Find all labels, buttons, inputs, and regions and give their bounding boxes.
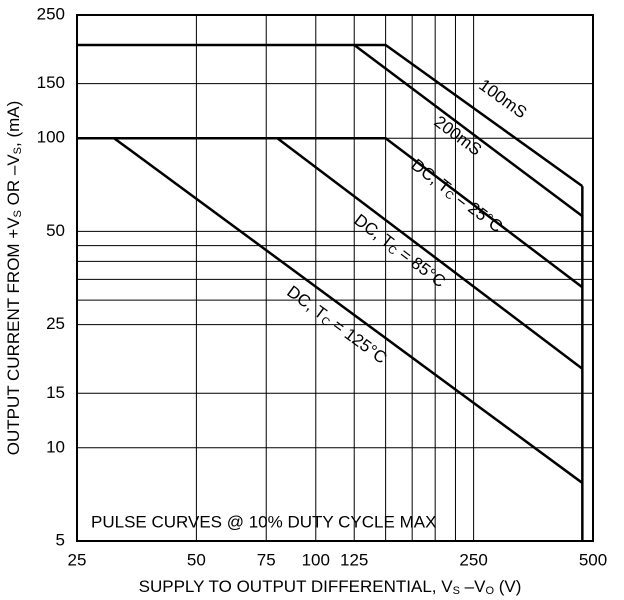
curve-label: DC, TC = 125°C	[283, 282, 390, 368]
y-axis-title: OUTPUT CURRENT FROM +VS OR –VS, (mA)	[4, 101, 23, 456]
curve	[77, 136, 584, 289]
subscript: S	[453, 585, 460, 597]
text-part: OUTPUT CURRENT FROM +V	[4, 217, 23, 456]
y-tick-label: 100	[37, 128, 65, 147]
x-axis-title: SUPPLY TO OUTPUT DIFFERENTIAL, VS –VO (V…	[139, 577, 522, 596]
subscript: S	[12, 210, 24, 217]
annotation: PULSE CURVES @ 10% DUTY CYCLE MAX	[91, 512, 436, 531]
curve	[77, 43, 584, 188]
text-part: OR –V	[4, 154, 23, 210]
curve	[353, 44, 584, 218]
text-part: SUPPLY TO OUTPUT DIFFERENTIAL, V	[139, 577, 454, 596]
y-tick-label: 25	[46, 314, 65, 333]
x-tick-label: 100	[302, 550, 330, 569]
curve	[276, 137, 584, 370]
x-tick-label: 125	[340, 550, 368, 569]
x-tick-label: 75	[257, 550, 276, 569]
y-tick-label: 15	[46, 383, 65, 402]
text-part: , (mA)	[4, 101, 23, 147]
y-tick-label: 10	[46, 437, 65, 456]
subscript: O	[485, 585, 494, 597]
x-tick-label: 250	[459, 550, 487, 569]
y-tick-label: 50	[46, 221, 65, 240]
x-tick-label: 500	[579, 550, 607, 569]
text-part: = 125°C	[325, 313, 390, 368]
curve-label: DC, TC = 25°C	[407, 156, 506, 237]
text-part: = 85°C	[392, 242, 449, 292]
x-tick-label: 50	[187, 550, 206, 569]
y-tick-label: 5	[56, 530, 65, 549]
y-tick-label: 250	[37, 4, 65, 23]
text-part: = 25°C	[449, 187, 506, 237]
text-part: –V	[460, 577, 486, 596]
text-part: (V)	[494, 577, 521, 596]
x-tick-label: 25	[68, 550, 87, 569]
y-tick-label: 150	[37, 73, 65, 92]
plot-frame	[76, 14, 594, 542]
subscript: S	[12, 147, 24, 154]
curve	[113, 137, 584, 484]
